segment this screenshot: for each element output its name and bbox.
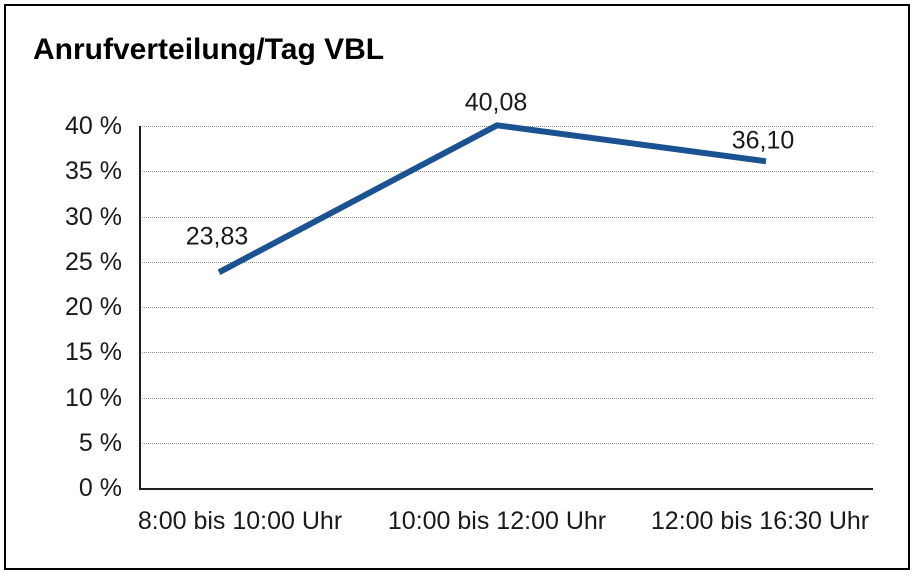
data-label: 40,08 (464, 88, 528, 117)
gridline-30pct (140, 217, 873, 218)
gridline-20pct (140, 307, 873, 308)
gridline-10pct (140, 398, 873, 399)
data-label: 36,10 (731, 126, 795, 155)
x-axis-line (139, 488, 873, 490)
gridline-5pct (140, 443, 873, 444)
data-label: 23,83 (185, 222, 249, 251)
y-tick-label: 10 % (65, 384, 122, 412)
y-tick-label: 25 % (65, 248, 122, 276)
x-category-label: 10:00 bis 12:00 Uhr (387, 507, 607, 535)
y-tick-label: 30 % (65, 203, 122, 231)
y-tick-label: 40 % (65, 112, 122, 140)
y-tick-label: 35 % (65, 157, 122, 185)
gridline-35pct (140, 171, 873, 172)
y-tick-label: 20 % (65, 293, 122, 321)
x-category-label: 8:00 bis 10:00 Uhr (137, 507, 343, 535)
y-tick-label: 5 % (78, 429, 122, 457)
y-tick-label: 0 % (78, 474, 122, 502)
x-category-label: 12:00 bis 16:30 Uhr (650, 507, 870, 535)
chart-title: Anrufverteilung/Tag VBL (33, 33, 385, 66)
y-axis-line (139, 126, 141, 490)
gridline-15pct (140, 352, 873, 353)
series-line (217, 122, 767, 275)
y-tick-label: 15 % (65, 338, 122, 366)
gridline-25pct (140, 262, 873, 263)
